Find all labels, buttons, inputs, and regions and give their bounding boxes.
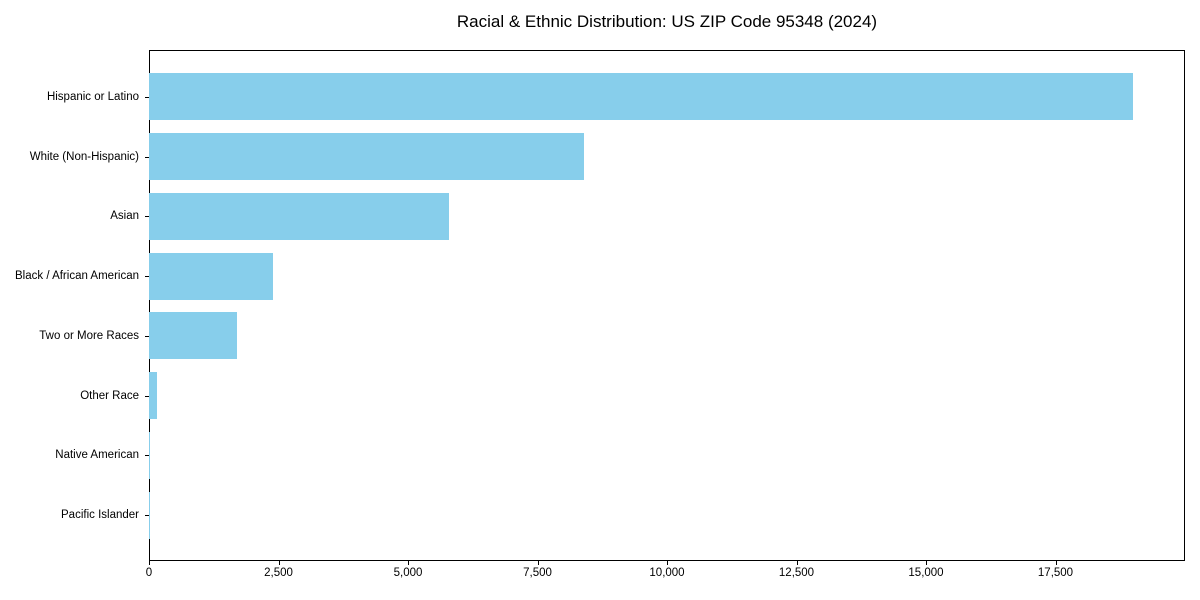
bar-other-race <box>149 372 157 420</box>
x-tick-label: 12,500 <box>778 567 815 579</box>
bar-row-black-african-american: Black / African American <box>0 246 1185 306</box>
x-tick-label: 17,500 <box>1037 567 1074 579</box>
y-tick-mark <box>145 216 149 218</box>
x-tick-mark <box>926 561 927 565</box>
y-tick-mark <box>145 276 149 278</box>
y-tick-mark <box>145 156 149 158</box>
y-tick-label: Hispanic or Latino <box>46 90 139 103</box>
bar-row-hispanic-or-latino: Hispanic or Latino <box>0 67 1185 127</box>
y-tick-mark <box>145 335 149 337</box>
bar-cell <box>149 306 1185 366</box>
y-tick-label: Native American <box>55 449 139 462</box>
bar-cell <box>149 426 1185 486</box>
x-tick-label: 15,000 <box>908 567 944 579</box>
bar-cell <box>149 67 1185 127</box>
bar-cell <box>149 485 1185 545</box>
bar-two-or-more-races <box>149 312 238 360</box>
y-tick-mark <box>145 455 149 457</box>
x-tick-mark <box>667 561 668 565</box>
x-tick-label: 5,000 <box>393 567 423 579</box>
x-tick-label: 0 <box>145 567 153 579</box>
x-tick-mark <box>278 561 280 565</box>
x-tick-mark <box>408 561 409 565</box>
y-tick-label: Pacific Islander <box>61 509 139 522</box>
bar-native-american <box>149 431 151 479</box>
x-tick-mark <box>1055 561 1057 565</box>
y-tick-label: Asian <box>110 210 139 223</box>
bar-cell <box>149 127 1185 187</box>
y-tick-label: Other Race <box>80 389 139 402</box>
bar-asian <box>149 192 450 240</box>
x-tick-mark <box>537 561 539 565</box>
x-tick-label: 10,000 <box>649 567 685 579</box>
x-tick-label: 7,500 <box>523 567 552 579</box>
chart-title: Racial & Ethnic Distribution: US ZIP Cod… <box>456 12 878 31</box>
x-tick-mark <box>149 561 150 565</box>
y-tick-label: White (Non-Hispanic) <box>29 150 139 163</box>
y-tick-mark <box>145 96 149 98</box>
y-tick-label: Black / African American <box>15 270 139 283</box>
x-axis: 0 2,500 5,000 7,500 10,000 12,500 15,000 17,500 <box>145 561 1185 591</box>
bar-white-non-hispanic <box>149 133 585 181</box>
x-tick-mark <box>796 561 798 565</box>
bar-black-african-american <box>149 252 274 300</box>
x-tick-label: 2,500 <box>264 567 293 579</box>
bar-rows-container: Hispanic or Latino White (Non-Hispanic) As… <box>0 50 1185 561</box>
bar-cell <box>149 366 1185 426</box>
y-tick-mark <box>145 395 149 397</box>
bar-row-pacific-islander: Pacific Islander <box>0 485 1185 545</box>
bar-row-other-race: Other Race <box>0 366 1185 426</box>
y-tick-mark <box>145 515 149 517</box>
bar-cell <box>149 187 1185 247</box>
bar-row-asian: Asian <box>0 187 1185 247</box>
bar-row-two-or-more-races: Two or More Races <box>0 306 1185 366</box>
y-tick-label: Two or More Races <box>39 329 139 342</box>
bar-row-native-american: Native American <box>0 426 1185 486</box>
bar-row-white-non-hispanic: White (Non-Hispanic) <box>0 127 1185 187</box>
bar-hispanic-or-latino <box>149 73 1134 121</box>
plot-area-border <box>149 50 1185 561</box>
bar-cell <box>149 246 1185 306</box>
